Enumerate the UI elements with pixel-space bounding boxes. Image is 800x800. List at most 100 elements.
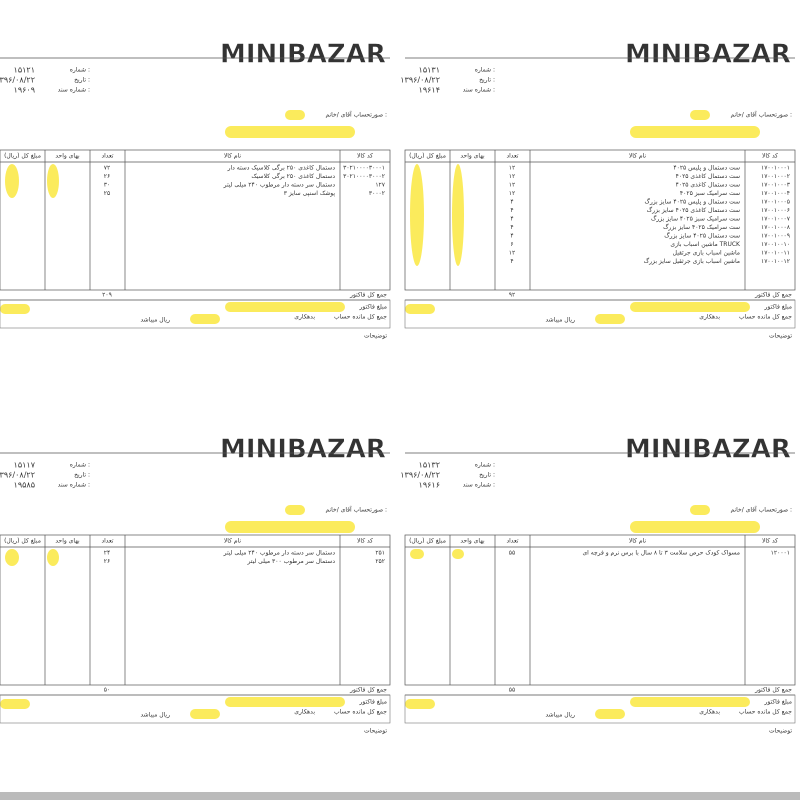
header-label: تاریخ : (74, 77, 90, 84)
highlight (405, 699, 435, 709)
column-header: تعداد (101, 153, 113, 160)
header-value: ۱۹۶۱۶ (419, 481, 440, 490)
cell-name: ست دستمال کاغذی ۴۰۲۵ (676, 182, 740, 189)
cell-code: ۱۷۰۰۱۰۰۰۴ (761, 190, 790, 197)
cell-name: ماشین اسباب بازی جرثقیل (673, 250, 740, 257)
balance-label: جمع کل مانده حساب (334, 709, 387, 716)
notes-label: توضیحات (364, 333, 387, 340)
balance-label: جمع کل مانده حساب (334, 314, 387, 321)
highlight (410, 549, 424, 559)
header-label: شماره سند : (58, 482, 90, 489)
customer-label: صورتحساب آقای /خانم : (731, 110, 793, 119)
cell-name: دستمال کاغذی ۲۵۰ برگی کلاسیک دسته دار (227, 164, 336, 172)
highlight (225, 302, 345, 312)
highlight (410, 164, 424, 266)
column-header: کد کالا (357, 153, 373, 160)
cell-code: ۲۵۲ (375, 558, 385, 565)
sum-label: جمع کل فاکتور (349, 292, 387, 299)
notes-label: توضیحات (769, 728, 792, 735)
header-value: ۱۳۹۶/۰۸/۲۲ (0, 471, 35, 480)
cell-code: ۳۰۰۰۲ (369, 190, 385, 197)
cell-qty: ۴ (510, 216, 513, 223)
cell-code: ۲۵۱ (375, 550, 385, 557)
cell-code: ۱۷۰۰۱۰۰۰۶ (761, 207, 790, 214)
header-value: ۱۵۱۱۷ (14, 461, 36, 470)
header-label: شماره : (475, 462, 495, 469)
cell-name: ست دستمال و پلیس ۴۰۲۵ سایز بزرگ (644, 197, 740, 206)
cell-code: ۱۷۰۰۱۰۰۰۸ (761, 224, 791, 231)
header-label: تاریخ : (74, 472, 90, 479)
footer-frame (0, 299, 391, 329)
column-header: مبلغ کل (ریال) (4, 153, 41, 160)
cell-qty: ۱۲ (509, 190, 515, 197)
rial-label: ریال میباشد (140, 712, 170, 719)
header-value: ۱۵۱۳۱ (419, 66, 440, 75)
highlight (630, 521, 760, 533)
balance-label: جمع کل مانده حساب (739, 709, 792, 716)
cell-name: دستمال سر دسته دار مرطوب ۲۴۰ میلی لیتر (223, 550, 336, 557)
cell-name: دستمال کاغذی ۲۵۰ برگی کلاسیک (251, 172, 335, 180)
debt-label: بدهکاری (294, 314, 315, 321)
highlight (47, 549, 59, 566)
footer-frame (0, 694, 391, 724)
highlight (285, 110, 305, 120)
cell-name: دستمال سر مرطوب ۳۰۰ میلی لیتر (246, 558, 335, 565)
logo: MINIBAZAR (625, 435, 791, 465)
cell-qty: ۴ (510, 207, 513, 214)
header-label: شماره سند : (463, 87, 495, 94)
table-frame (0, 149, 391, 291)
cell-qty: ۱۲ (509, 250, 515, 257)
header-value: ۱۳۹۶/۰۸/۲۲ (400, 76, 440, 85)
amount-label: مبلغ فاکتور (764, 304, 792, 311)
logo: MINIBAZAR (625, 40, 791, 70)
cell-code: ۱۲۷ (375, 182, 385, 189)
column-header: مبلغ کل (ریال) (4, 538, 41, 545)
highlight (0, 304, 30, 314)
customer-label: صورتحساب آقای /خانم : (731, 505, 793, 514)
cell-name: ماشین اسباب بازی TRUCK (670, 241, 741, 248)
header-value: ۱۵۱۳۲ (419, 461, 440, 470)
sum-qty: ۵۰ (104, 687, 110, 694)
cell-qty: ۲۵ (104, 190, 110, 197)
cell-name: ست دستمال و پلیس ۴۰۲۵ (673, 165, 740, 172)
highlight (630, 126, 760, 138)
cell-name: ست دستمال کاغذی ۴۰۲۵ سایز بزرگ (647, 205, 740, 214)
cell-qty: ۳۰ (104, 182, 110, 189)
debt-label: بدهکاری (699, 709, 720, 716)
cell-qty: ۶ (510, 241, 513, 248)
sum-qty: ۲۰۹ (102, 292, 112, 299)
highlight (225, 126, 355, 138)
highlight (595, 314, 625, 324)
debt-label: بدهکاری (699, 314, 720, 321)
rial-label: ریال میباشد (545, 317, 575, 324)
logo: MINIBAZAR (220, 435, 386, 465)
cell-code: ۱۲۰۰۰۱ (771, 550, 790, 557)
amount-label: مبلغ فاکتور (764, 699, 792, 706)
column-header: کد کالا (762, 538, 778, 545)
table-frame (404, 534, 796, 686)
cell-qty: ۴ (510, 199, 513, 206)
sum-label: جمع کل فاکتور (754, 687, 792, 694)
highlight (690, 110, 710, 120)
header-value: ۱۹۶۰۹ (14, 86, 35, 95)
table-frame (404, 149, 796, 291)
column-header: مبلغ کل (ریال) (409, 538, 446, 545)
cell-name: ست سرامیک سبز ۴۰۲۵ (680, 190, 740, 197)
cell-code: ۳۰۲۱۰۰۰۰۳۰۰۰۱ (343, 165, 385, 172)
highlight (190, 314, 220, 324)
cell-qty: ۴ (510, 233, 513, 240)
column-header: نام کالا (629, 538, 647, 545)
cell-code: ۱۷۰۰۱۰۰۱۲ (761, 258, 790, 265)
column-header: کد کالا (762, 153, 778, 160)
customer-label: صورتحساب آقای /خانم : (326, 505, 388, 514)
column-header: مبلغ کل (ریال) (409, 153, 446, 160)
column-header: کد کالا (357, 538, 373, 545)
highlight (452, 164, 464, 266)
highlight (225, 697, 345, 707)
highlight (225, 521, 355, 533)
header-value: ۱۹۵۸۵ (14, 481, 35, 490)
cell-code: ۳۰۲۱۰۰۰۰۳۰۰۰۲ (343, 173, 385, 180)
cell-code: ۱۷۰۰۱۰۰۱۰ (761, 241, 790, 248)
cell-qty: ۲۴ (104, 550, 110, 557)
